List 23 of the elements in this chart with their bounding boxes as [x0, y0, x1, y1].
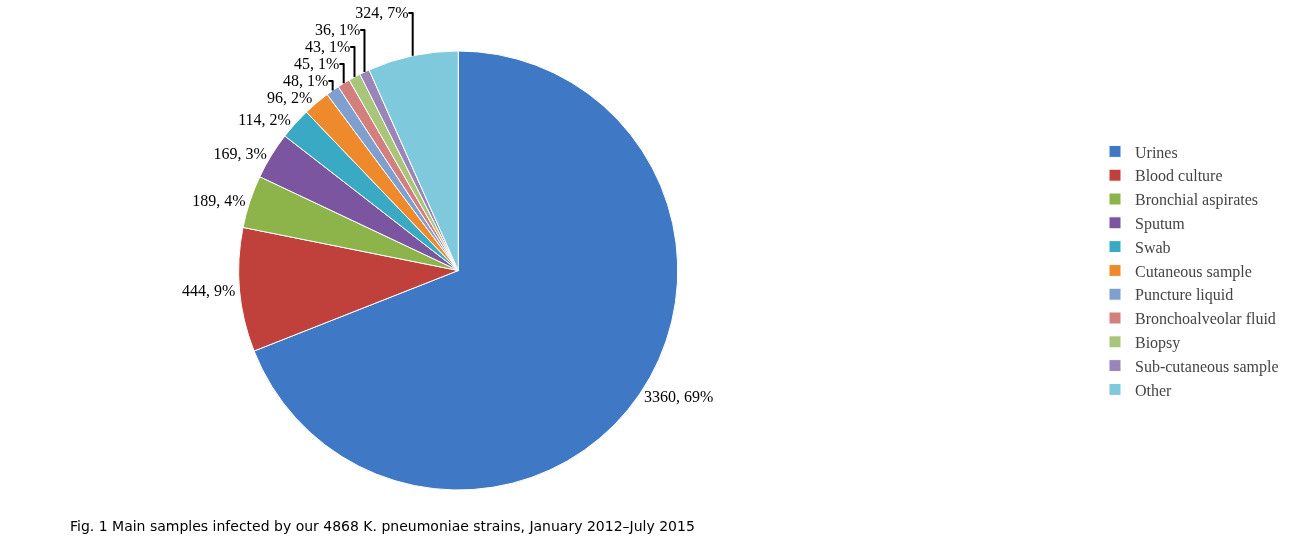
data-label: 444, 9%	[182, 281, 236, 299]
legend-label: Bronchoalveolar fluid	[1135, 310, 1276, 328]
legend-label: Puncture liquid	[1135, 286, 1234, 305]
data-label: 169, 3%	[213, 144, 267, 162]
data-label: 48, 1%	[283, 72, 329, 90]
data-label: 43, 1%	[304, 38, 351, 56]
data-label: 45, 1%	[294, 55, 340, 73]
legend-label: Swab	[1135, 238, 1171, 256]
legend-label: Bronchial aspirates	[1135, 191, 1259, 210]
data-label: 96, 2%	[266, 89, 313, 107]
data-label: 189, 4%	[192, 192, 246, 210]
data-label: 324, 7%	[355, 4, 409, 22]
caption: Fig. 1 Main samples infected by our 4868 K. pneumoniae strains, January 2012–July 2015	[70, 518, 695, 534]
legend-label: Sub-cutaneous sample	[1135, 357, 1279, 376]
legend-label: Urines	[1135, 143, 1178, 161]
legend-label: Sputum	[1135, 215, 1186, 234]
legend-label: Biopsy	[1135, 334, 1181, 353]
legend-label: Blood culture	[1135, 167, 1223, 185]
data-label: 114, 2%	[238, 111, 291, 129]
data-label: 3360, 69%	[643, 388, 714, 406]
legend-label: Cutaneous sample	[1135, 262, 1252, 281]
data-label: 36, 1%	[314, 21, 361, 39]
legend-label: Other	[1135, 381, 1173, 399]
